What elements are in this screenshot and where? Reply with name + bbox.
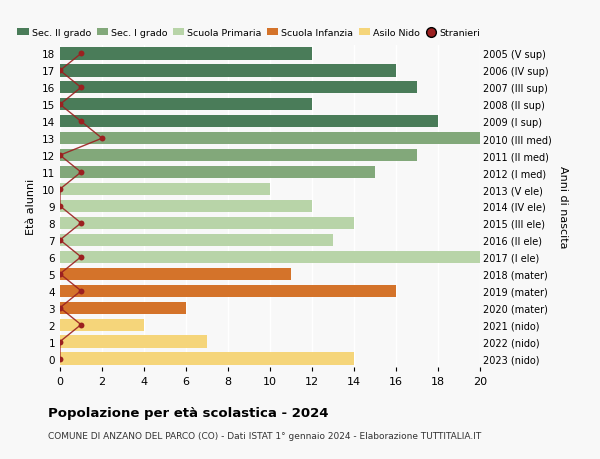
Point (55, 270, 65, 278)
Point (55, 338, 65, 346)
Point (97, 135, 107, 143)
Point (55, 67, 65, 75)
Point (55, 186, 65, 193)
Point (55, 355, 65, 363)
Point (76, 50, 86, 58)
Bar (60, 116, 438, 128)
Point (55, 237, 65, 244)
Bar (60, 48, 312, 61)
Bar (60, 302, 186, 314)
Point (76, 220, 86, 227)
Bar (60, 65, 396, 78)
Point (76, 118, 86, 126)
Point (76, 287, 86, 295)
Text: COMUNE DI ANZANO DEL PARCO (CO) - Dati ISTAT 1° gennaio 2024 - Elaborazione TUTT: COMUNE DI ANZANO DEL PARCO (CO) - Dati I… (48, 431, 481, 441)
Bar (60, 82, 417, 94)
Point (55, 203, 65, 210)
Bar (60, 150, 417, 162)
Point (76, 254, 86, 261)
Point (76, 84, 86, 92)
Bar (60, 234, 333, 246)
Point (76, 169, 86, 176)
Bar (60, 167, 375, 179)
Bar (60, 99, 312, 111)
Bar (60, 353, 354, 365)
Point (76, 321, 86, 329)
Bar (60, 336, 207, 348)
Text: Popolazione per età scolastica - 2024: Popolazione per età scolastica - 2024 (48, 406, 329, 419)
Bar (60, 218, 354, 230)
Y-axis label: Età alunni: Età alunni (26, 179, 37, 235)
Bar (60, 184, 270, 196)
Point (55, 101, 65, 109)
Bar (60, 251, 480, 263)
Y-axis label: Anni di nascita: Anni di nascita (558, 165, 568, 248)
Legend: Sec. II grado, Sec. I grado, Scuola Primaria, Scuola Infanzia, Asilo Nido, Stran: Sec. II grado, Sec. I grado, Scuola Prim… (17, 29, 481, 38)
Point (55, 304, 65, 312)
Bar (60, 268, 291, 280)
Bar (60, 285, 396, 297)
Bar (60, 319, 144, 331)
Bar (60, 201, 312, 213)
Point (55, 152, 65, 159)
Bar (60, 133, 480, 145)
